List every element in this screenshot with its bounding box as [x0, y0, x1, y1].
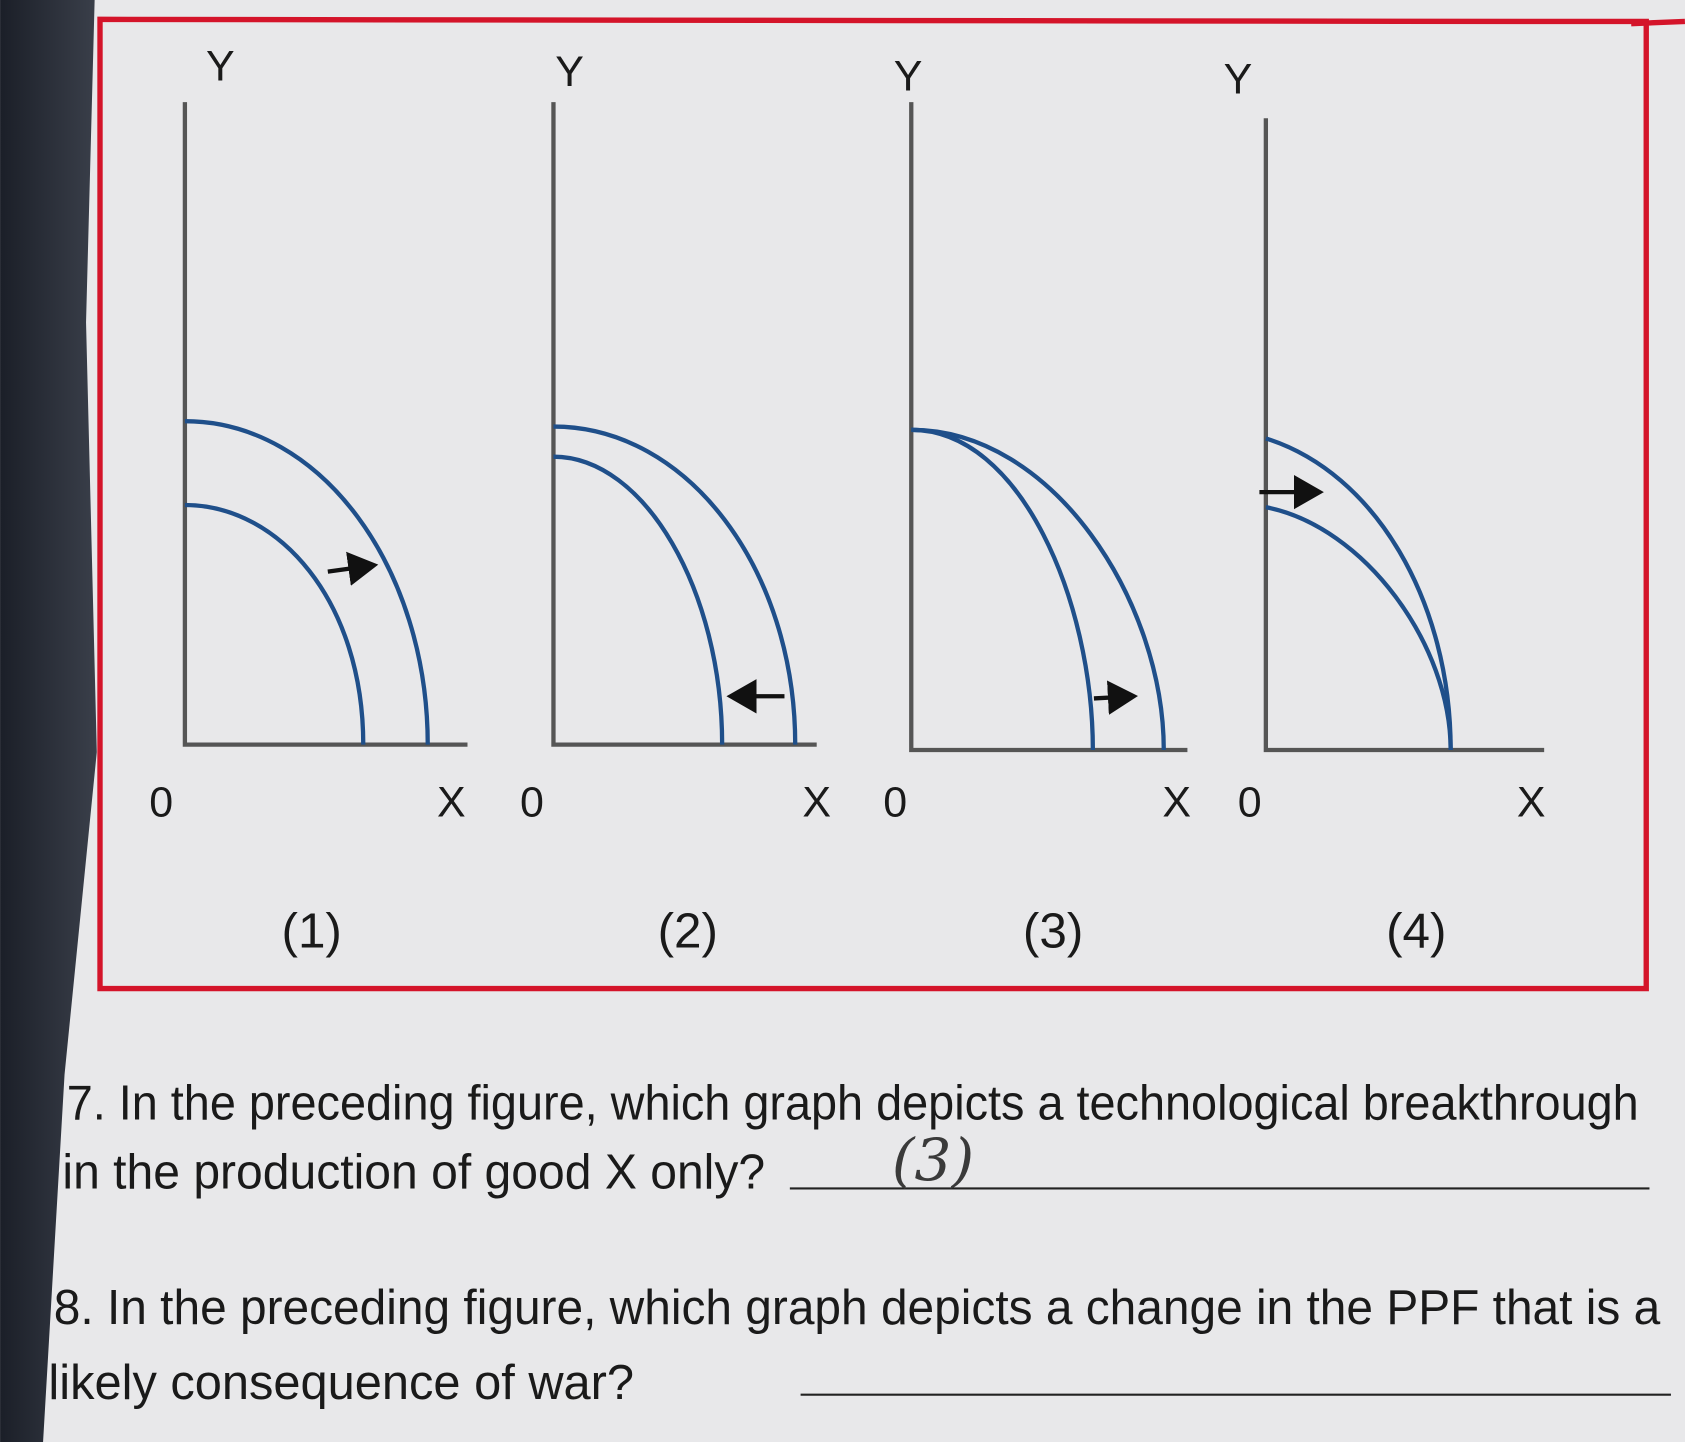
panel-caption: (2) — [658, 904, 718, 959]
next-frame — [1631, 18, 1685, 27]
ppf-curve — [553, 424, 798, 745]
origin-label: 0 — [883, 779, 907, 827]
shift-arrow — [1093, 680, 1138, 715]
origin-label: 0 — [149, 779, 173, 827]
axes — [182, 102, 468, 747]
y-axis-label: Y — [206, 43, 235, 91]
figure: Y Y Y Y 0 0 0 0 X X X X (1) (2) (3) (4) — [149, 43, 1545, 959]
y-axis-label: Y — [555, 48, 584, 96]
question-text: likely consequence of war? — [48, 1355, 634, 1410]
origin-label: 0 — [520, 779, 544, 827]
axes — [909, 102, 1188, 753]
y-axis-label: Y — [1224, 55, 1253, 103]
ppf-curve — [1265, 505, 1453, 751]
handwritten-answer: (3) — [892, 1126, 974, 1194]
x-axis-label: X — [1162, 779, 1191, 827]
question-text: 7. In the preceding figure, which graph … — [67, 1076, 1639, 1131]
figure-frame — [97, 16, 1649, 992]
questions: 7. In the preceding figure, which graph … — [48, 1076, 1671, 1410]
x-axis-label: X — [437, 779, 466, 827]
ppf-curve — [911, 427, 1096, 751]
panel-caption: (3) — [1023, 904, 1083, 959]
axes — [551, 102, 817, 747]
question-text: in the production of good X only? — [62, 1144, 765, 1199]
panel-caption: (1) — [281, 904, 341, 959]
binder-edge — [0, 0, 97, 1442]
ppf-curve — [911, 427, 1166, 751]
ppf-curve — [184, 419, 430, 745]
panel-caption: (4) — [1386, 904, 1446, 959]
x-axis-label: X — [802, 779, 831, 827]
x-axis-label: X — [1517, 779, 1546, 827]
ppf-curve — [553, 454, 725, 745]
ppf-curve — [184, 502, 366, 745]
y-axis-label: Y — [894, 52, 923, 100]
origin-label: 0 — [1238, 779, 1262, 827]
question-text: 8. In the preceding figure, which graph … — [54, 1280, 1661, 1335]
ppf-curve — [1265, 436, 1453, 751]
shift-arrow — [327, 551, 379, 586]
